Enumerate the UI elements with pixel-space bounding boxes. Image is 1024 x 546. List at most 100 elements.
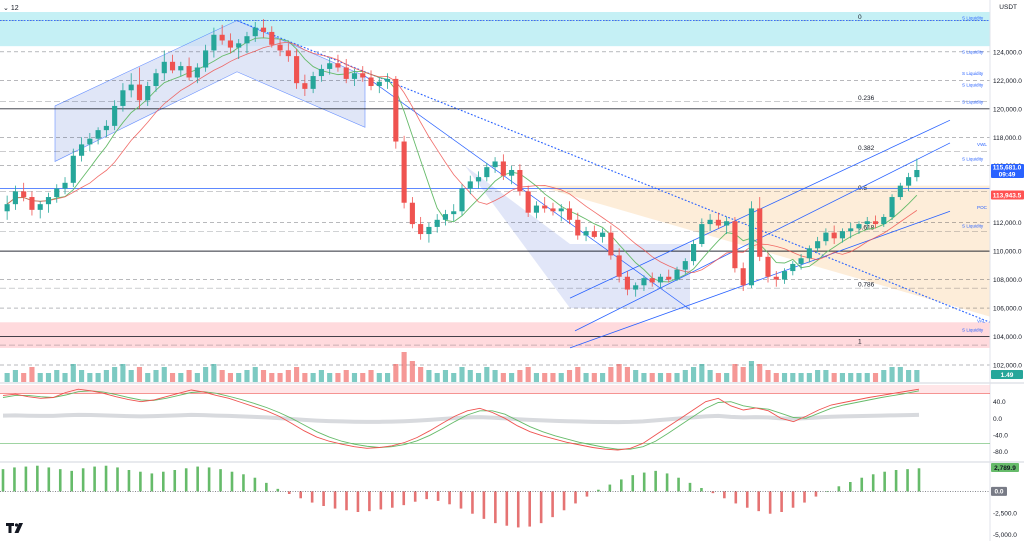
macd-histogram-bar — [253, 477, 257, 492]
volume-bar — [591, 373, 597, 382]
candle-body — [203, 50, 209, 68]
candle-body — [393, 78, 399, 142]
volume-bar — [914, 370, 920, 382]
volume-bar — [153, 370, 159, 382]
candle-body — [889, 197, 895, 217]
macd-histogram-bar — [620, 479, 623, 492]
candle-body — [583, 231, 589, 236]
candle-body — [368, 77, 374, 87]
volume-bar — [492, 370, 498, 382]
candle-body — [848, 228, 854, 232]
candle-body — [302, 83, 308, 89]
volume-bar — [418, 367, 424, 382]
volume-bar — [227, 373, 233, 382]
macd-histogram-bar — [104, 465, 108, 492]
liquidity-label: S Liquidity — [962, 50, 984, 55]
candle-body — [600, 232, 606, 237]
candle-body — [29, 197, 35, 210]
overbought-band — [0, 385, 990, 394]
candle-body — [103, 125, 109, 131]
fib-level-label: 1 — [858, 339, 862, 346]
volume-bar — [707, 370, 713, 382]
candle-body — [765, 256, 771, 277]
volume-bar — [285, 370, 291, 382]
volume-bar — [219, 370, 225, 382]
candle-body — [161, 61, 167, 74]
volume-bar — [633, 370, 639, 382]
interval-label: 12 — [10, 4, 19, 12]
volume-bar — [831, 373, 837, 382]
macd-histogram-bar — [608, 484, 612, 492]
macd-histogram-bar — [58, 469, 62, 492]
candle-body — [426, 226, 432, 235]
macd-histogram-bar — [505, 491, 509, 526]
macd-histogram-bar — [642, 472, 646, 492]
candle-body — [442, 214, 449, 220]
volume-bar — [203, 367, 209, 382]
macd-histogram-bar — [700, 488, 703, 492]
red-price-badge — [991, 190, 1024, 200]
volume-bar — [839, 373, 845, 382]
candle-body — [509, 169, 515, 176]
price-axis-tick: 122,000.0 — [993, 78, 1022, 85]
price-axis-tick: 120,000.0 — [993, 106, 1022, 113]
macd-histogram-bar — [688, 482, 692, 492]
macd-axis-tick: -2,500.0 — [993, 510, 1017, 517]
candle-body — [227, 40, 233, 48]
macd-histogram-bar — [36, 465, 39, 492]
interval-selector[interactable]: ⌄ 12 — [0, 3, 29, 13]
macd-axis-tick: -5,000.0 — [993, 532, 1017, 539]
candle-body — [707, 219, 713, 225]
price-axis-tick: 108,000.0 — [993, 277, 1022, 284]
candle-body — [624, 276, 630, 290]
fib-level-label: 0 — [858, 14, 862, 21]
candle-body — [608, 232, 614, 256]
volume-bar — [45, 373, 52, 382]
volume-bar — [558, 373, 564, 382]
volume-bar — [79, 370, 85, 382]
sma-line — [6, 37, 918, 283]
signal-value-badge — [991, 486, 1007, 496]
candle-body — [409, 202, 415, 225]
macd-histogram-bar — [631, 475, 635, 492]
macd-histogram-bar — [242, 474, 245, 492]
candle-body — [45, 197, 52, 205]
osc-axis-tick: 0.0 — [993, 416, 1002, 423]
macd-histogram-bar — [402, 491, 406, 506]
candle-body — [194, 67, 200, 78]
indicator-label: POC — [977, 205, 988, 210]
volume-bar — [37, 373, 43, 382]
volume-bar — [881, 370, 887, 382]
indicator-label: VWL — [977, 142, 987, 147]
candle-body — [285, 50, 291, 57]
volume-bar — [500, 373, 506, 382]
candle-body — [236, 43, 242, 48]
ema-line — [6, 41, 918, 274]
liquidity-label: S Liquidity — [962, 16, 984, 21]
macd-histogram-bar — [471, 491, 474, 514]
liquidity-label: S Liquidity — [962, 223, 984, 228]
macd-histogram-bar — [723, 491, 726, 499]
macd-histogram-bar — [539, 491, 543, 524]
volume-bar — [790, 373, 796, 382]
candle-body — [95, 130, 101, 139]
volume-bar — [773, 373, 779, 382]
red-price-label: 113,943.5 — [993, 192, 1022, 199]
candle-body — [219, 34, 225, 41]
macd-histogram-bar — [860, 477, 864, 492]
macd-histogram-bar — [780, 491, 783, 512]
candle-body — [806, 248, 812, 259]
volume-bar — [145, 373, 151, 382]
volume-bar — [724, 373, 730, 382]
candle-body — [815, 241, 821, 249]
volume-bar — [252, 367, 258, 382]
volume-bar — [823, 370, 829, 382]
volume-bar — [815, 370, 821, 382]
macd-histogram-bar — [745, 491, 749, 508]
volume-bar — [409, 361, 415, 382]
candle-body — [260, 27, 267, 32]
volume-bar — [29, 367, 35, 382]
signal-value-label: 0.0 — [994, 489, 1003, 496]
